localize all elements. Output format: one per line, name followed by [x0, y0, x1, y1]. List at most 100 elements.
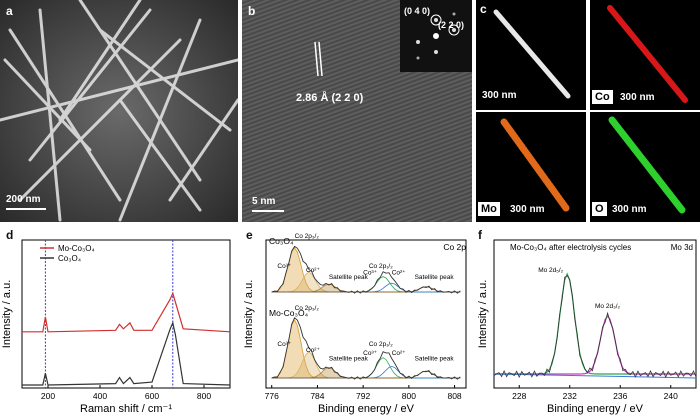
panel-label-b: b	[248, 4, 256, 18]
nanowire-5	[0, 58, 238, 122]
mo3d-xtick-label-3: 240	[664, 391, 678, 401]
co2p-top-label-2p32: Co 2p₃/₂	[295, 233, 320, 240]
co2p-xtick-label-3: 800	[402, 391, 416, 401]
legend-label-0: Mo-Co₃O₄	[58, 244, 95, 253]
mo3d-xps-panel: 228 232 236 240 Binding energy / eV Intensity…	[476, 226, 700, 416]
co2p-top-label-co3-a: Co³⁺	[277, 263, 291, 270]
raman-plot-frame	[21, 239, 231, 389]
co2p-bottom-label-co2-a: Co²⁺	[306, 347, 320, 354]
nanowire-7	[98, 28, 232, 132]
co2p-xtick-label-1: 784	[310, 391, 324, 401]
raman-xtick-label-1: 400	[93, 391, 107, 401]
d-spacing-label: 2.86 Å (2 2 0)	[296, 92, 364, 104]
co2p-bottom-raw-spectrum	[271, 317, 461, 380]
legend-label-1: Co₃O₄	[58, 254, 81, 263]
co2p-top-label-2p12: Co 2p₁/₂	[369, 263, 393, 270]
co2p-xtick-label-4: 808	[447, 391, 461, 401]
co2p-xlabel: Binding energy / eV	[318, 403, 415, 415]
mo3d-peak-label-32: Mo 2d₃/₂	[595, 303, 621, 310]
co2p-top-sample-label: Co₃O₄	[269, 236, 294, 246]
co2p-xps-panel: 776 784 792 800 808 Binding energy / eV Intens…	[242, 226, 472, 416]
panel-label-f: f	[478, 228, 482, 242]
nanowire-haadf-image	[493, 9, 571, 99]
scale-bar-label-b: 5 nm	[252, 196, 276, 207]
co2p-bottom-label-2p12: Co 2p₁/₂	[369, 341, 393, 348]
raman-chart: 200 400 600 800 Raman shift / cm⁻¹ Intensity …	[1, 239, 231, 415]
co2p-top-label-co2-b: Co²⁺	[392, 269, 406, 276]
co2p-top-label-co2-a: Co²⁺	[306, 267, 320, 274]
scale-bar-label-c3: 300 nm	[510, 204, 545, 215]
nanowire-8	[58, 0, 142, 122]
panel-label-e: e	[246, 228, 253, 242]
co2p-plot-frame	[265, 239, 467, 389]
panel-label-a: a	[6, 4, 13, 18]
co2p-bottom-sample-label: Mo-Co₃O₄	[269, 308, 309, 318]
mo3d-baseline	[493, 373, 697, 379]
sem-nanowires-image	[0, 0, 238, 222]
nanowire-4	[118, 18, 202, 222]
co2p-xtick-label-0: 776	[265, 391, 279, 401]
co2p-xps-chart: 776 784 792 800 808 Binding energy / eV Intens…	[243, 233, 467, 415]
raman-xtick-label-0: 200	[41, 391, 55, 401]
co2p-bottom-label-co3-b: Co³⁺	[363, 350, 377, 357]
nanowire-10	[3, 58, 92, 152]
sem-image-panel: a 200 nm	[0, 0, 238, 222]
co-map-image	[607, 5, 688, 103]
mo3d-title: Mo-Co₃O₄ after electrolysis cycles	[510, 243, 631, 252]
co2p-bottom-label-2p32: Co 2p₃/₂	[295, 305, 320, 312]
element-label-co: Co	[592, 90, 613, 104]
scale-bar-label-c1: 300 nm	[482, 90, 517, 101]
mo3d-raw-spectrum	[493, 275, 697, 378]
mo3d-corner-label: Mo 3d	[671, 243, 693, 252]
co2p-xtick-label-2: 792	[356, 391, 370, 401]
mo3d-xps-chart: 228 232 236 240 Binding energy / eV Intensity…	[477, 239, 697, 415]
fft-label-220: (2 2 0)	[438, 20, 465, 30]
panel-label-d: d	[6, 228, 14, 242]
co2p-top-label-sat-b: Satellite peak	[415, 274, 455, 281]
co2p-top-label-sat-a: Satellite peak	[329, 274, 369, 281]
hrtem-image-panel: b (0 4 0) (2 2 0) 2.86 Å (2 2 0) 5 nm	[242, 0, 472, 222]
co2p-bottom-label-sat-a: Satellite peak	[329, 356, 369, 363]
co2p-ylabel: Intensity / a.u.	[243, 280, 255, 348]
scale-bar-label-c4: 300 nm	[612, 204, 647, 215]
mo3d-xtick-label-0: 228	[512, 391, 526, 401]
mo3d-component-1	[494, 314, 696, 375]
eds-tile-o: O 300 nm	[590, 112, 700, 222]
raman-series-0	[22, 291, 231, 333]
co2p-top-label-co3-b: Co³⁺	[363, 269, 377, 276]
fft-label-040: (0 4 0)	[404, 6, 431, 16]
eds-tile-co: Co 300 nm	[590, 0, 700, 110]
raman-ylabel: Intensity / a.u.	[1, 280, 13, 348]
eds-map-panel: c 300 nm Co 300 nm Mo 300 nm O 300 nm	[476, 0, 700, 222]
co2p-bottom-label-sat-b: Satellite peak	[415, 356, 455, 363]
scale-bar-b	[252, 210, 284, 212]
nanowire-11	[118, 98, 202, 212]
mo3d-xlabel: Binding energy / eV	[547, 403, 644, 415]
nanowire-6	[18, 38, 182, 202]
mo3d-ylabel: Intensity / a.u.	[477, 280, 489, 348]
scale-bar-label-c2: 300 nm	[620, 92, 655, 103]
nanowire-3	[28, 8, 152, 162]
scale-bar-label-a: 200 nm	[6, 194, 41, 205]
co2p-corner-label: Co 2p	[443, 242, 466, 252]
raman-xtick-label-3: 800	[197, 391, 211, 401]
mo-map-image	[500, 118, 570, 212]
raman-xtick-label-2: 600	[145, 391, 159, 401]
element-label-o: O	[592, 202, 607, 216]
raman-xlabel: Raman shift / cm⁻¹	[80, 403, 172, 415]
panel-label-c: c	[480, 2, 487, 16]
raman-chart-panel: 200 400 600 800 Raman shift / cm⁻¹ Intensity …	[0, 226, 238, 416]
o-map-image	[608, 116, 686, 214]
eds-tile-mo: Mo 300 nm	[476, 112, 586, 222]
mo3d-peak-label-52: Mo 2d₅/₂	[538, 267, 563, 274]
mo3d-xtick-label-2: 236	[613, 391, 627, 401]
eds-tile-haadf: c 300 nm	[476, 0, 586, 110]
mo3d-xtick-label-1: 232	[563, 391, 577, 401]
co2p-bottom-label-co2-b: Co²⁺	[392, 350, 406, 357]
nanowire-1	[38, 8, 62, 222]
element-label-mo: Mo	[478, 202, 500, 216]
scale-bar-a	[6, 208, 46, 210]
co2p-top-raw-spectrum	[271, 245, 461, 294]
mo3d-plot-frame	[493, 239, 697, 389]
raman-series-1	[22, 320, 231, 386]
